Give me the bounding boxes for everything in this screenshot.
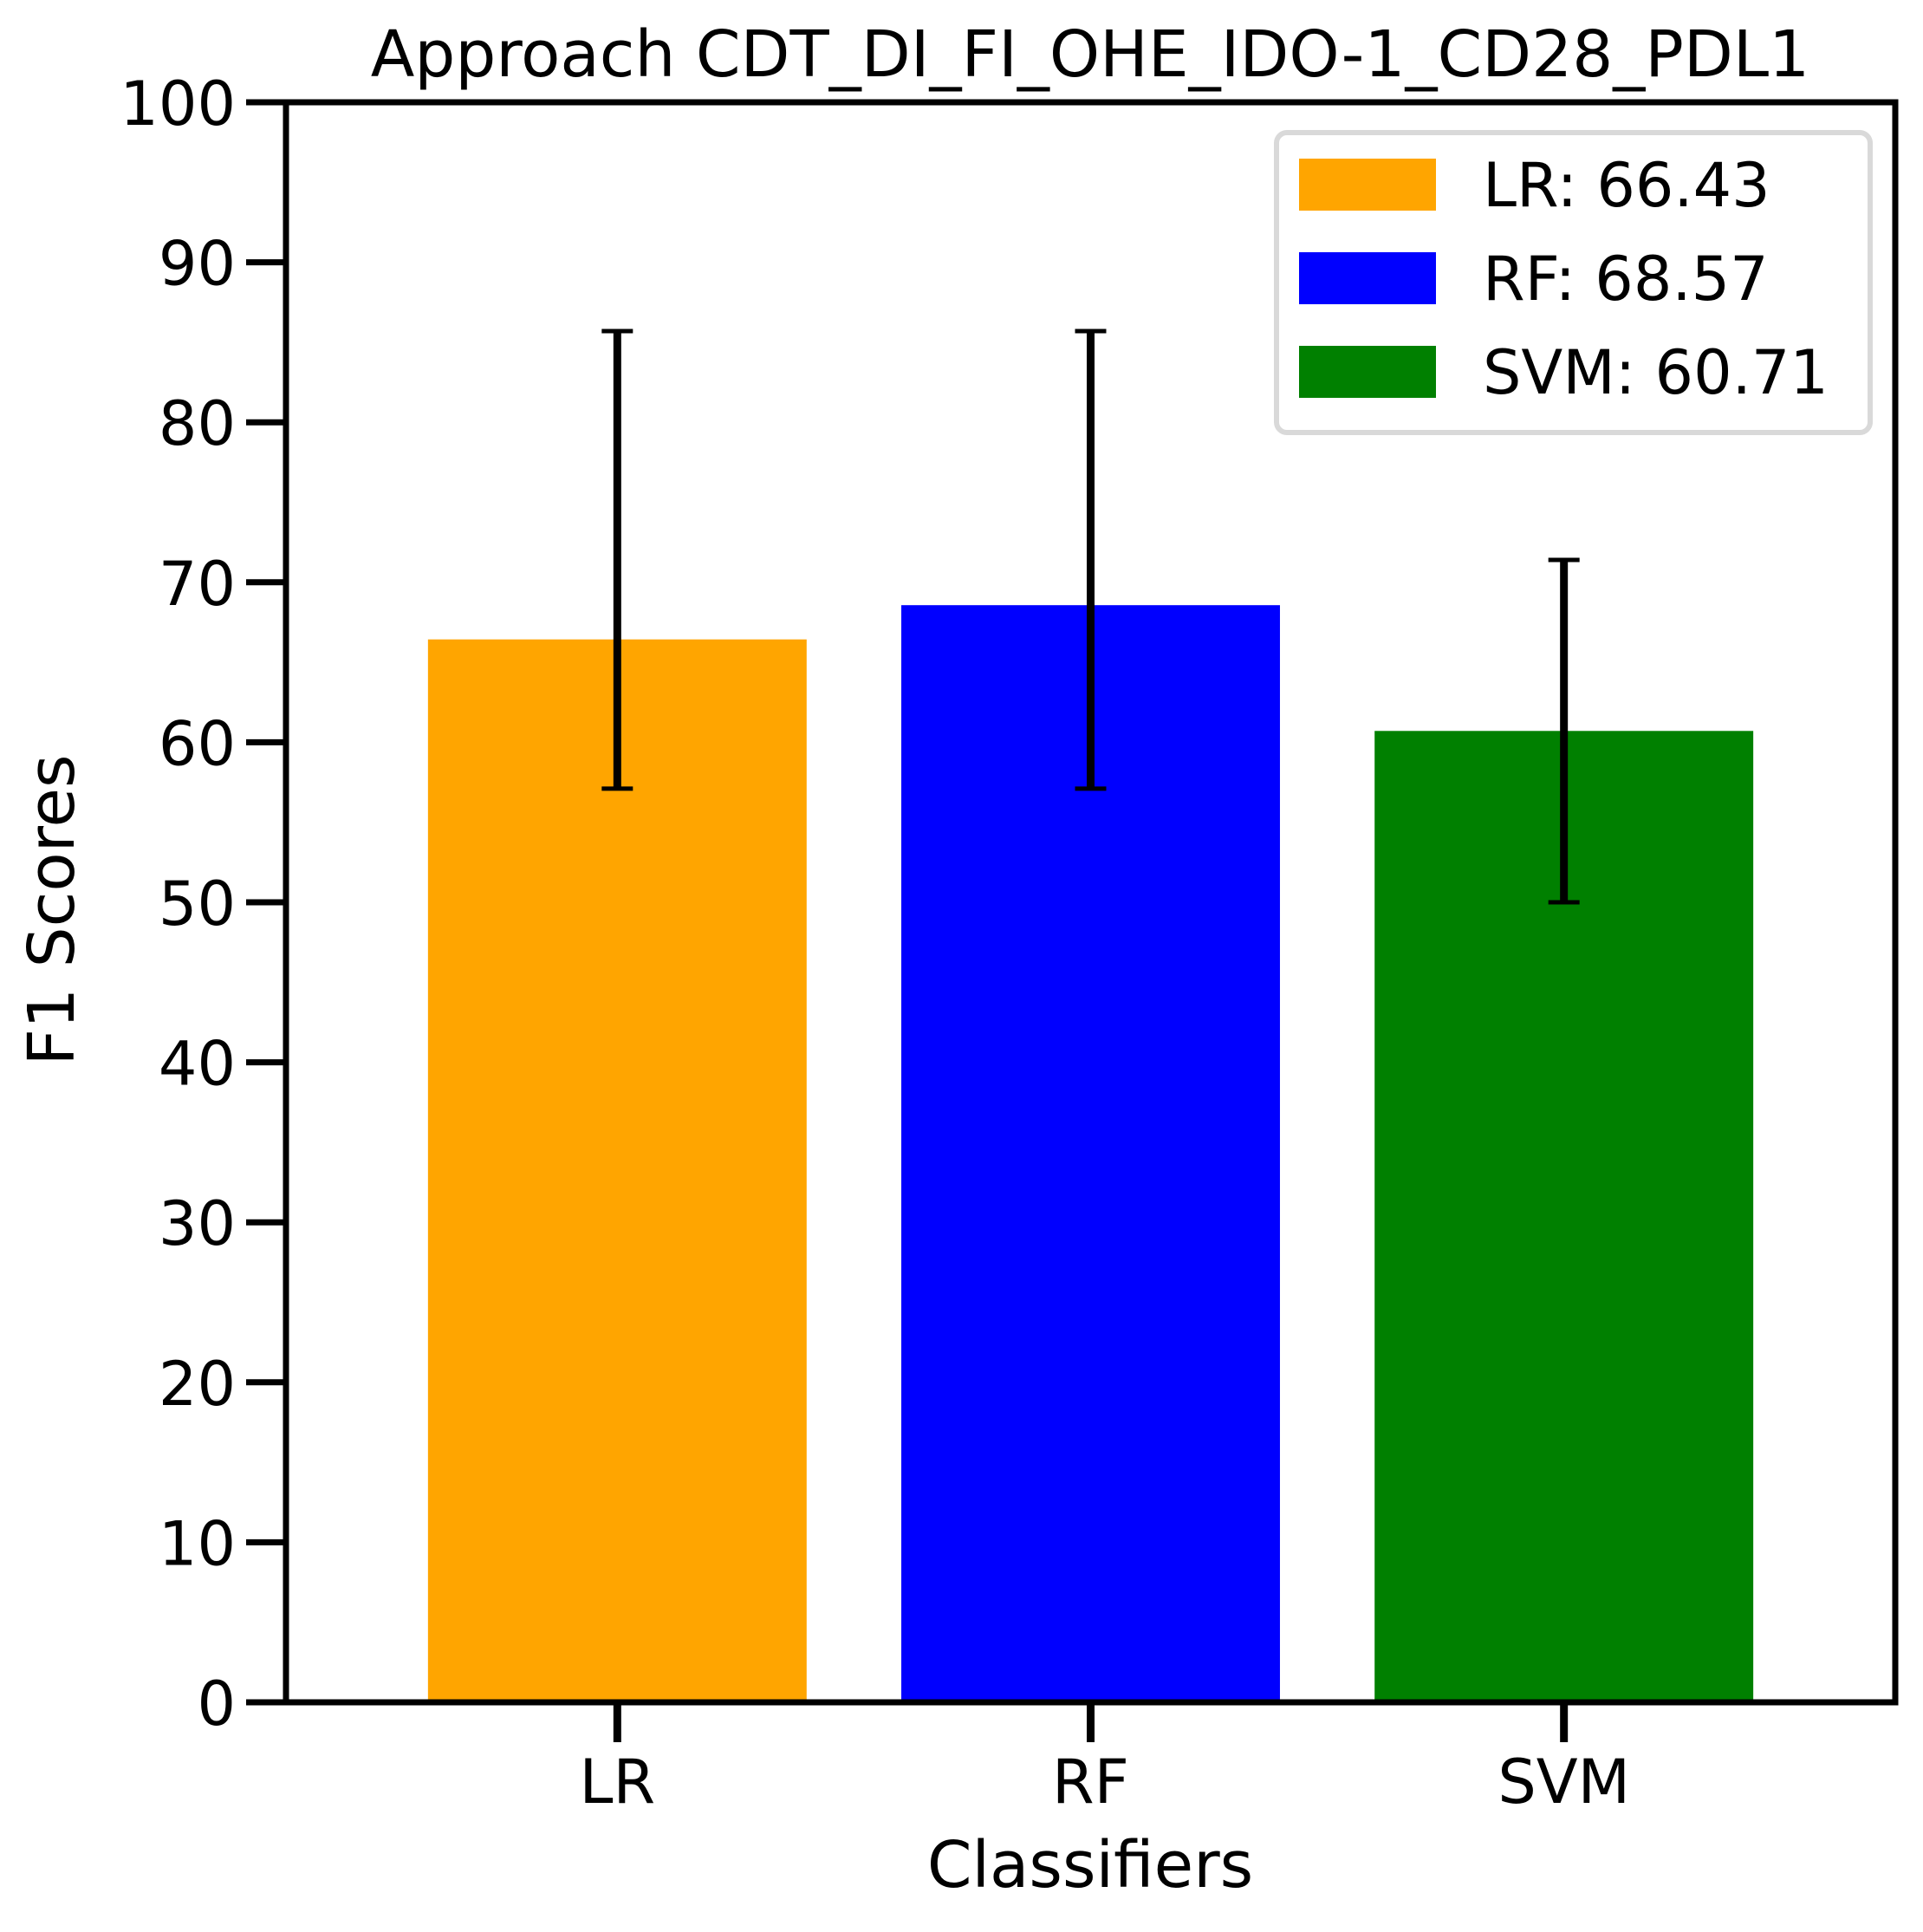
x-tick-label-rf: RF <box>1052 1747 1129 1818</box>
error-bar-svm <box>1548 557 1580 905</box>
x-tick-label-lr: LR <box>580 1747 656 1818</box>
legend-swatch-svm <box>1299 346 1436 398</box>
y-tick-label-10: 10 <box>159 1508 236 1579</box>
y-axis-label: F1 Scores <box>15 755 89 1066</box>
chart-title: Approach CDT_DI_FI_OHE_IDO-1_CD28_PDL1 <box>371 17 1809 92</box>
legend-label-svm: SVM: 60.71 <box>1483 337 1829 408</box>
legend-swatch-rf <box>1299 252 1436 304</box>
error-bar-lr <box>601 329 633 791</box>
error-bar-rf <box>1075 329 1107 791</box>
y-tick-label-60: 60 <box>159 708 236 779</box>
y-tick-label-0: 0 <box>197 1669 236 1740</box>
y-tick-label-80: 80 <box>159 388 236 459</box>
x-axis-label: Classifiers <box>927 1828 1253 1903</box>
y-tick-label-100: 100 <box>120 68 236 140</box>
y-tick-label-30: 30 <box>159 1188 236 1259</box>
y-tick-label-20: 20 <box>159 1349 236 1420</box>
error-bars-layer <box>601 329 1580 905</box>
legend-swatch-lr <box>1299 159 1436 211</box>
ticks-layer: 0 10 20 30 40 50 60 70 80 90 100 LR RF SVM <box>120 68 1630 1818</box>
legend: LR: 66.43 RF: 68.57 SVM: 60.71 <box>1274 130 1873 435</box>
y-tick-label-90: 90 <box>159 229 236 300</box>
legend-label-lr: LR: 66.43 <box>1483 150 1770 221</box>
legend-label-rf: RF: 68.57 <box>1483 244 1769 315</box>
y-tick-label-40: 40 <box>159 1029 236 1100</box>
y-tick-label-70: 70 <box>159 549 236 620</box>
x-tick-label-svm: SVM <box>1497 1747 1630 1818</box>
y-tick-label-50: 50 <box>159 868 236 940</box>
bar-lr <box>427 639 807 1703</box>
